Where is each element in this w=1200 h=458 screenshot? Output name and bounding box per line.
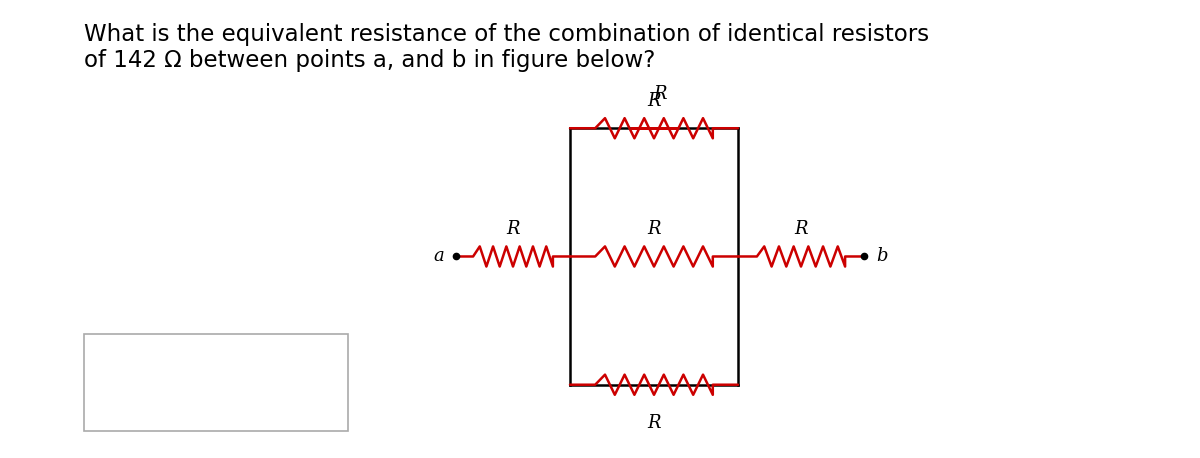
Text: R: R bbox=[647, 92, 661, 110]
Text: What is the equivalent resistance of the combination of identical resistors
of 1: What is the equivalent resistance of the… bbox=[84, 23, 929, 72]
Text: R: R bbox=[794, 220, 808, 238]
Text: R: R bbox=[653, 85, 667, 103]
Text: R: R bbox=[647, 414, 661, 432]
Text: R: R bbox=[506, 220, 520, 238]
Text: b: b bbox=[876, 246, 888, 265]
Text: R: R bbox=[647, 220, 661, 238]
Text: a: a bbox=[433, 246, 444, 265]
